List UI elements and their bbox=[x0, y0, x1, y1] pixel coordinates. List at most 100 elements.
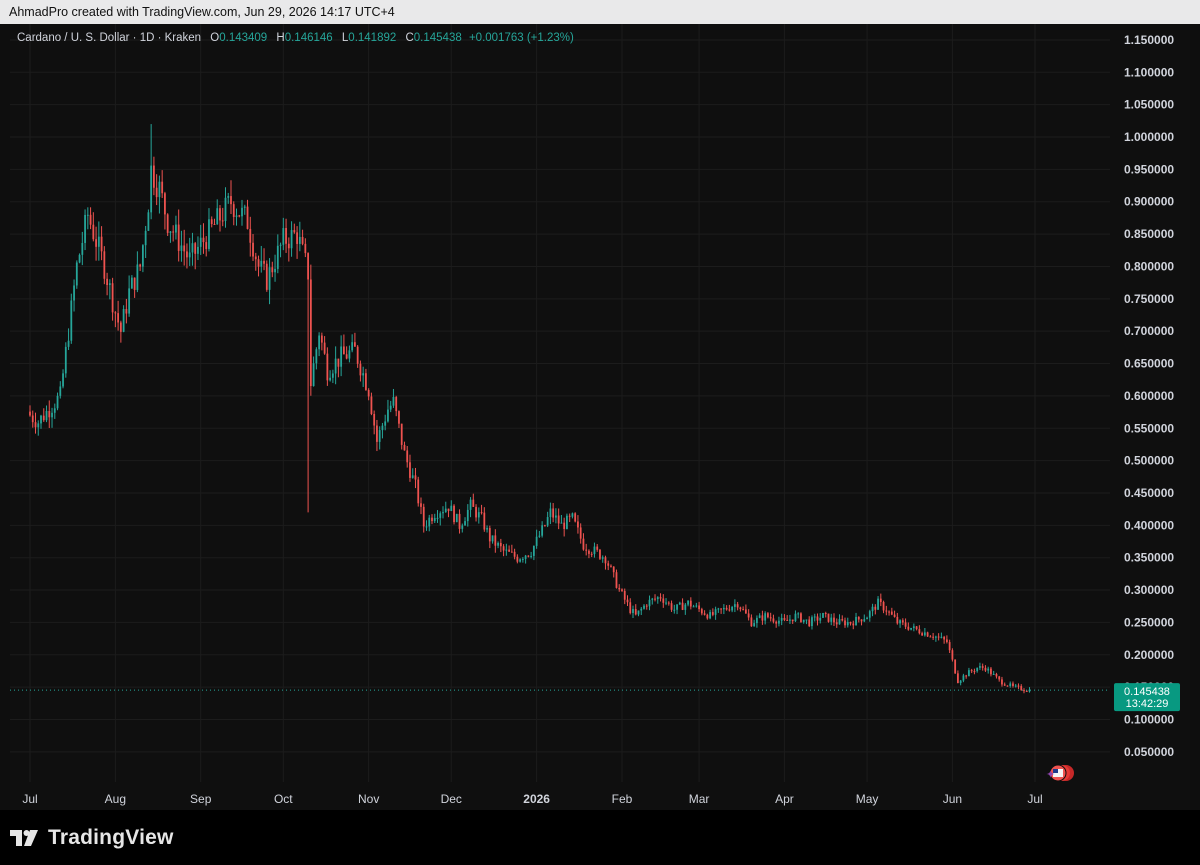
attribution-text: AhmadPro created with TradingView.com, J… bbox=[9, 5, 395, 19]
candle-body bbox=[945, 639, 948, 643]
candle-body bbox=[232, 204, 235, 217]
candle-body bbox=[863, 619, 866, 622]
candle-body bbox=[923, 632, 926, 636]
candle-body bbox=[904, 622, 907, 627]
candle-body bbox=[951, 650, 954, 660]
candle-body bbox=[659, 597, 662, 599]
candle-body bbox=[767, 613, 769, 618]
candle-body bbox=[648, 599, 651, 607]
candle-body bbox=[398, 411, 400, 424]
candle-body bbox=[497, 542, 499, 546]
candle-body bbox=[70, 300, 73, 341]
price-tag-value: 0.145438 bbox=[1124, 686, 1170, 698]
candle-body bbox=[700, 609, 703, 614]
candle-body bbox=[34, 422, 37, 428]
events-badge[interactable]: ✦ bbox=[1046, 764, 1074, 782]
candle-body bbox=[293, 230, 296, 233]
candle-body bbox=[577, 521, 579, 528]
candle-body bbox=[665, 602, 667, 604]
price-tick-label: 0.700000 bbox=[1124, 324, 1174, 338]
candle-body bbox=[954, 659, 957, 674]
candle-body bbox=[64, 346, 67, 374]
candle-body bbox=[356, 346, 359, 364]
candle-body bbox=[893, 614, 896, 617]
candle-body bbox=[224, 197, 227, 222]
candle-body bbox=[992, 673, 995, 675]
candle-body bbox=[414, 475, 417, 480]
candle-body bbox=[1001, 679, 1003, 685]
candle-body bbox=[144, 230, 147, 246]
candle-body bbox=[654, 598, 656, 600]
candle-body bbox=[571, 513, 574, 517]
low-label: L bbox=[341, 32, 349, 44]
time-axis[interactable]: Jul Aug Sep Oct Nov Dec 2026 Feb Mar Apr May Jun Jul bbox=[22, 792, 1042, 806]
candle-body bbox=[263, 260, 265, 264]
candle-body bbox=[161, 181, 164, 194]
candle-body bbox=[552, 508, 555, 518]
change-value: +0.001763 (+1.23%) bbox=[468, 32, 574, 44]
candle-body bbox=[1023, 690, 1025, 692]
candle-body bbox=[73, 285, 75, 301]
candle-body bbox=[535, 536, 538, 546]
candle-body bbox=[265, 263, 268, 290]
candle-body bbox=[362, 373, 365, 376]
chart-panel[interactable] bbox=[10, 24, 1190, 810]
candle-body bbox=[907, 626, 910, 630]
candle-body bbox=[219, 208, 221, 221]
candle-body bbox=[130, 277, 133, 289]
candle-body bbox=[516, 556, 519, 562]
candle-body bbox=[122, 309, 125, 332]
candle-body bbox=[866, 617, 868, 620]
close-label: C bbox=[405, 32, 414, 44]
candle-body bbox=[725, 607, 728, 610]
candle-body bbox=[979, 666, 981, 668]
price-tag: 0.145438 13:42:29 bbox=[1114, 683, 1180, 712]
candle-body bbox=[400, 423, 403, 445]
candle-body bbox=[455, 513, 458, 523]
candle-body bbox=[1014, 685, 1017, 687]
candle-body bbox=[1009, 683, 1012, 686]
candle-body bbox=[249, 228, 252, 243]
candle-body bbox=[428, 517, 431, 527]
candle-body bbox=[780, 617, 783, 621]
candle-body bbox=[901, 620, 904, 623]
candle-body bbox=[84, 214, 86, 243]
symbol-name[interactable]: Cardano / U. S. Dollar · 1D · Kraken bbox=[17, 32, 202, 44]
tradingview-logo[interactable]: TradingView bbox=[10, 826, 174, 850]
candle-body bbox=[348, 350, 351, 359]
candle-body bbox=[899, 620, 901, 624]
candle-body bbox=[114, 312, 117, 314]
candle-body bbox=[243, 206, 246, 208]
candle-body bbox=[852, 623, 855, 626]
symbol-legend[interactable]: Cardano / U. S. Dollar · 1D · Kraken O0.… bbox=[17, 32, 574, 44]
candle-body bbox=[169, 231, 172, 233]
candle-body bbox=[62, 373, 64, 387]
candle-body bbox=[621, 589, 623, 591]
candle-body bbox=[844, 620, 846, 626]
candle-body bbox=[158, 181, 161, 198]
candle-body bbox=[447, 508, 450, 512]
candle-body bbox=[582, 538, 585, 550]
candle-body bbox=[783, 617, 786, 620]
price-axis[interactable]: 0.0500000.1000000.1500000.2000000.250000… bbox=[1124, 33, 1174, 759]
candle-body bbox=[761, 615, 764, 621]
candle-body bbox=[601, 557, 604, 559]
candle-body bbox=[510, 551, 513, 553]
candle-body bbox=[276, 245, 279, 269]
candle-body bbox=[588, 550, 590, 554]
candle-body bbox=[359, 363, 362, 376]
candle-body bbox=[205, 242, 208, 249]
time-tick-label: May bbox=[856, 792, 879, 806]
candle-body bbox=[502, 546, 505, 551]
candle-body bbox=[645, 605, 648, 607]
candle-body bbox=[373, 413, 376, 426]
candle-body bbox=[579, 527, 582, 539]
candle-body bbox=[910, 627, 912, 630]
candle-body bbox=[1028, 689, 1031, 692]
grid-lines bbox=[10, 24, 1110, 782]
candle-body bbox=[469, 499, 472, 510]
candle-body bbox=[59, 386, 62, 396]
candle-body bbox=[304, 243, 307, 254]
price-tag-countdown: 13:42:29 bbox=[1126, 698, 1169, 710]
